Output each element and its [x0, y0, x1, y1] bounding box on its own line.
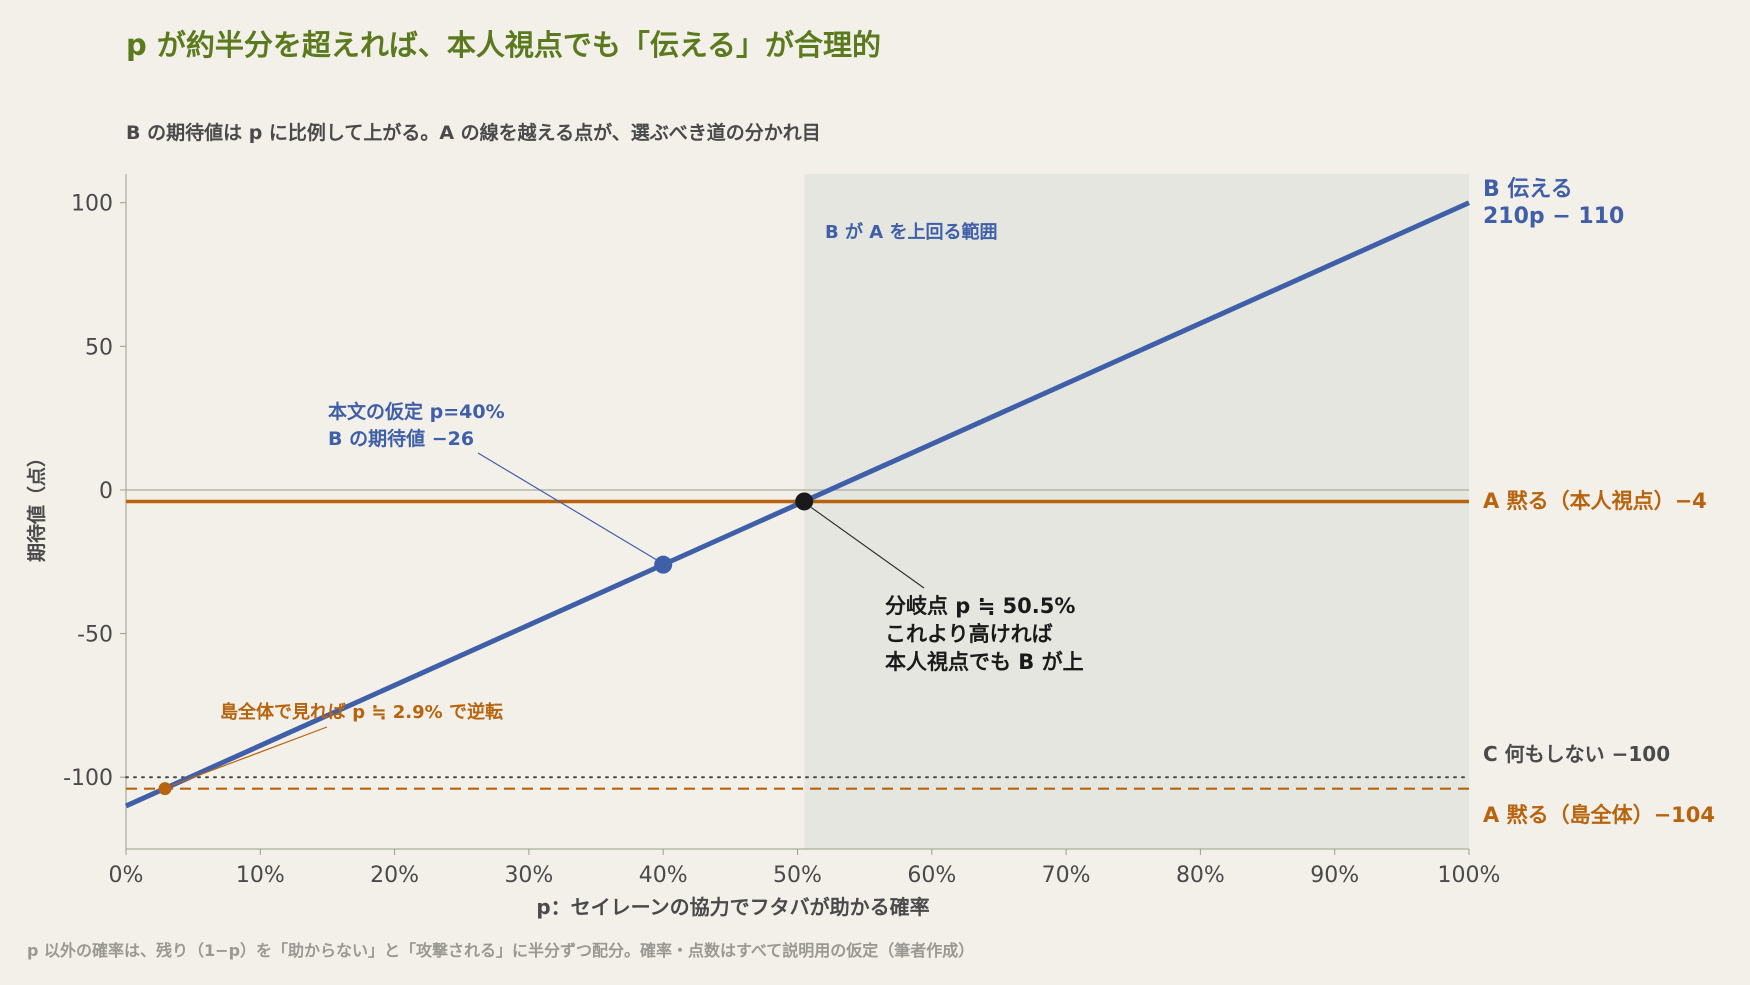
breakpoint-annotation: 分岐点 p ≒ 50.5% これより高ければ 本人視点でも B が上 — [885, 594, 1084, 674]
x-tick-label: 70% — [1042, 863, 1091, 888]
x-tick-label: 0% — [109, 863, 144, 888]
breakpoint-point — [795, 492, 814, 511]
series-b-label: B 伝える 210p − 110 — [1483, 177, 1624, 229]
region-b-above-a — [804, 174, 1469, 849]
series-a-label: A 黙る（本人視点）−4 — [1483, 489, 1707, 513]
x-tick-label: 100% — [1438, 863, 1501, 888]
breakpoint-leader — [810, 506, 925, 589]
x-tick-label: 10% — [236, 863, 285, 888]
region-label: B が A を上回る範囲 — [825, 221, 997, 243]
x-tick-label: 60% — [907, 863, 956, 888]
y-tick-label: 0 — [99, 479, 113, 504]
x-tick-label: 20% — [370, 863, 419, 888]
y-tick-label: 100 — [71, 192, 113, 217]
breakpoint-annotation-line1: 分岐点 p ≒ 50.5% — [885, 594, 1075, 618]
breakpoint-annotation-line2: これより高ければ — [885, 622, 1053, 646]
footnote: p 以外の確率は、残り（1−p）を「助からない」と「攻撃される」に半分ずつ配分。… — [27, 941, 975, 960]
assumption-annotation: 本文の仮定 p=40% B の期待値 −26 — [328, 400, 511, 450]
island-leader — [170, 726, 328, 787]
y-tick-label: 50 — [85, 335, 113, 360]
island-annotation: 島全体で見れば p ≒ 2.9% で逆転 — [220, 701, 503, 723]
chart-title: p が約半分を超えれば、本人視点でも「伝える」が合理的 — [126, 28, 881, 62]
x-tick-label: 80% — [1176, 863, 1225, 888]
x-tick-label: 40% — [639, 863, 688, 888]
series-c-label: C 何もしない −100 — [1483, 742, 1670, 766]
series-b-label-name: B 伝える — [1483, 177, 1573, 202]
x-axis-title: p：セイレーンの協力でフタバが助かる確率 — [536, 895, 929, 919]
assumption-annotation-line2: B の期待値 −26 — [328, 427, 474, 450]
series-a2-label: A 黙る（島全体）−104 — [1483, 803, 1715, 827]
x-tick-label: 50% — [773, 863, 822, 888]
series-b-label-formula: 210p − 110 — [1483, 204, 1624, 229]
chart-subtitle: B の期待値は p に比例して上がる。A の線を越える点が、選ぶべき道の分かれ目 — [126, 122, 821, 144]
y-tick-label: -50 — [77, 623, 113, 648]
x-tick-label: 30% — [504, 863, 553, 888]
assumption-leader — [477, 452, 657, 561]
breakpoint-annotation-line3: 本人視点でも B が上 — [885, 650, 1084, 674]
y-axis-title: 期待値（点） — [25, 448, 48, 562]
assumption-point — [654, 555, 673, 574]
y-tick-label: -100 — [63, 766, 113, 791]
assumption-annotation-line1: 本文の仮定 p=40% — [328, 400, 505, 423]
island-point — [158, 782, 172, 796]
x-tick-label: 90% — [1310, 863, 1359, 888]
